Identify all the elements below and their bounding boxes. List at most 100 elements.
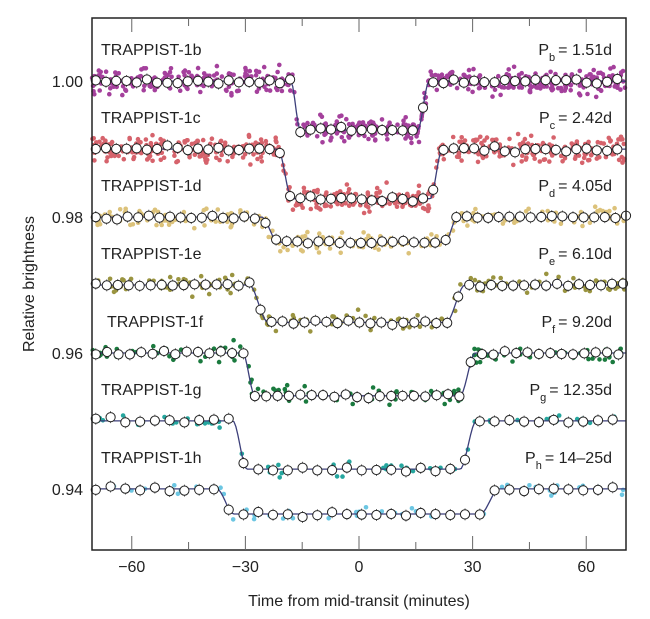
series-trappist-1f — [90, 337, 626, 408]
binned-point — [550, 144, 562, 155]
data-point — [253, 72, 259, 78]
data-point — [314, 245, 320, 251]
data-point — [368, 327, 373, 333]
binned-point — [522, 347, 533, 358]
binned-point — [489, 77, 500, 88]
binned-point — [253, 506, 264, 518]
binned-point — [272, 390, 283, 401]
data-point — [579, 160, 585, 166]
data-point — [335, 201, 340, 207]
data-point — [350, 202, 356, 207]
data-point — [600, 72, 606, 77]
binned-point — [590, 347, 601, 358]
data-point — [121, 277, 126, 283]
binned-point — [397, 390, 408, 401]
data-point — [228, 290, 233, 296]
data-point — [201, 71, 207, 76]
data-point — [317, 231, 322, 236]
data-point — [267, 88, 273, 93]
binned-point — [459, 454, 471, 465]
data-point — [511, 162, 516, 168]
data-point — [279, 470, 285, 476]
data-point — [403, 115, 409, 120]
binned-point — [90, 212, 101, 223]
series-labels: TRAPPIST-1b Pb = 1.51d TRAPPIST-1c Pc = 2.42d… — [101, 42, 612, 472]
data-point — [201, 207, 207, 213]
binned-point — [355, 237, 366, 248]
data-point — [303, 399, 309, 404]
data-point — [548, 86, 554, 91]
data-point — [117, 207, 123, 212]
data-point — [459, 135, 465, 140]
data-point — [541, 157, 547, 162]
binned-point — [398, 317, 409, 328]
series-trappist-1b — [89, 62, 628, 146]
binned-point — [90, 143, 101, 155]
data-point — [230, 517, 236, 522]
binned-point — [267, 509, 279, 520]
data-point — [259, 159, 265, 164]
data-point — [577, 68, 583, 74]
data-point — [195, 138, 201, 144]
data-point — [198, 89, 203, 95]
y-tick-label: 1.00 — [52, 74, 83, 91]
binned-point — [352, 392, 363, 403]
binned-point — [244, 143, 255, 154]
binned-point — [438, 144, 449, 155]
data-point — [395, 122, 400, 127]
data-point — [478, 134, 483, 140]
data-point — [222, 140, 228, 145]
data-point — [284, 382, 290, 388]
data-point — [97, 88, 102, 93]
period-label: Ph = 14–25d — [525, 450, 612, 472]
binned-point — [519, 486, 530, 497]
binned-point — [266, 316, 277, 327]
binned-point — [567, 212, 579, 223]
binned-point — [486, 279, 497, 291]
binned-point — [533, 348, 545, 360]
binned-point — [264, 75, 275, 86]
data-point — [406, 251, 412, 256]
binned-point — [371, 464, 382, 476]
period-subscript: h — [536, 460, 542, 472]
data-point — [251, 516, 257, 522]
binned-point — [295, 193, 306, 204]
data-point — [459, 158, 464, 163]
binned-point — [469, 143, 480, 154]
binned-point — [356, 465, 367, 476]
data-point — [192, 152, 198, 157]
data-point — [189, 141, 195, 147]
data-point — [602, 357, 608, 362]
data-point — [344, 182, 350, 187]
binned-point — [548, 483, 559, 494]
data-point — [271, 386, 276, 392]
binned-point — [567, 349, 579, 360]
binned-point — [105, 481, 116, 492]
data-point — [154, 222, 159, 228]
binned-point — [295, 389, 306, 400]
period-symbol: P — [541, 314, 552, 331]
y-tick-label: 0.98 — [52, 210, 83, 227]
data-point — [277, 475, 283, 480]
binned-point — [442, 317, 453, 328]
data-point — [167, 274, 173, 280]
binned-point — [120, 483, 131, 494]
binned-point — [145, 280, 156, 291]
binned-point — [374, 391, 385, 402]
binned-point — [182, 76, 193, 87]
binned-point — [238, 509, 249, 520]
data-point — [107, 91, 112, 97]
binned-point — [182, 145, 193, 156]
x-tick-label: 30 — [464, 559, 482, 576]
binned-point — [386, 464, 397, 475]
data-point — [104, 158, 109, 164]
binned-point — [170, 349, 181, 360]
data-point — [175, 491, 181, 497]
plot-marks — [89, 62, 632, 523]
binned-point — [200, 279, 211, 290]
data-point — [560, 159, 565, 164]
binned-point — [474, 509, 485, 520]
binned-point — [297, 462, 308, 473]
binned-point — [238, 348, 249, 359]
